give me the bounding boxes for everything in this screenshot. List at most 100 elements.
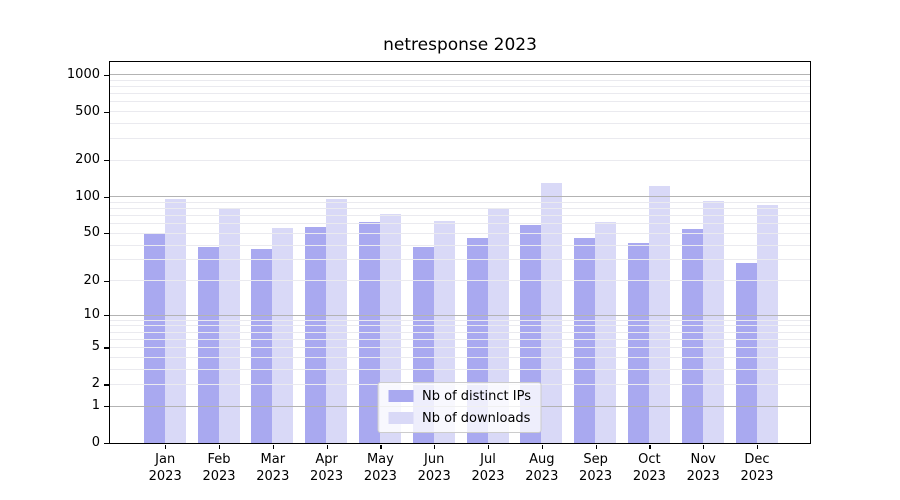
- gridline-9: [109, 319, 810, 321]
- bar-downloads-mar: [272, 227, 294, 443]
- gridline-600: [109, 101, 810, 103]
- gridline-900: [109, 79, 810, 81]
- y-tick-label-100: 100: [75, 188, 100, 204]
- x-tick-year: 2023: [471, 468, 505, 484]
- x-tick-year: 2023: [256, 468, 290, 484]
- x-tick-mark-dec: [757, 444, 759, 449]
- gridline-10: [109, 314, 810, 316]
- x-tick-label-may: May 2023: [353, 452, 407, 485]
- x-tick-year: 2023: [686, 468, 720, 484]
- bar-distinct-ips-oct: [627, 243, 649, 443]
- bar-distinct-ips-dec: [735, 262, 757, 443]
- x-tick-mark-nov: [703, 444, 705, 449]
- y-tick-mark-5: [104, 347, 109, 349]
- x-tick-month: Jun: [424, 452, 445, 467]
- y-tick-label-50: 50: [83, 225, 100, 241]
- grid-layer: [109, 62, 810, 443]
- gridline-700: [109, 93, 810, 94]
- bar-downloads-dec: [756, 204, 778, 443]
- gridline-800: [109, 85, 810, 87]
- y-tick-label-500: 500: [75, 103, 100, 119]
- x-tick-label-mar: Mar 2023: [246, 452, 300, 485]
- gridline-70: [109, 215, 810, 217]
- x-tick-mark-aug: [541, 444, 543, 449]
- y-tick-label-0: 0: [91, 435, 100, 450]
- x-tick-mark-may: [380, 444, 382, 449]
- x-tick-month: Dec: [744, 452, 770, 467]
- x-tick-mark-sep: [595, 444, 597, 449]
- y-tick-mark-100: [104, 196, 109, 199]
- x-tick-mark-apr: [326, 444, 328, 449]
- y-tick-label-20: 20: [83, 272, 100, 288]
- x-tick-year: 2023: [740, 468, 774, 484]
- x-tick-mark-mar: [272, 444, 274, 449]
- y-tick-label-10: 10: [83, 307, 100, 323]
- x-tick-month: Mar: [260, 452, 286, 467]
- x-tick-label-aug: Aug 2023: [515, 452, 569, 485]
- legend-row-downloads: Nb of downloads: [388, 411, 531, 426]
- bar-distinct-ips-jan: [143, 233, 165, 443]
- gridline-100: [109, 196, 810, 198]
- x-tick-label-dec: Dec 2023: [730, 452, 784, 485]
- y-tick-mark-2: [104, 384, 109, 386]
- legend-label-distinct-ips: Nb of distinct IPs: [422, 388, 531, 404]
- x-tick-month: Oct: [638, 452, 661, 467]
- x-tick-label-jun: Jun 2023: [407, 452, 461, 485]
- x-tick-label-apr: Apr 2023: [300, 452, 354, 485]
- gridline-50: [109, 232, 810, 234]
- gridline-60: [109, 223, 810, 225]
- x-tick-year: 2023: [202, 468, 236, 484]
- x-tick-month: Aug: [529, 452, 555, 467]
- y-tick-label-200: 200: [75, 152, 100, 168]
- bar-distinct-ips-feb: [197, 247, 219, 443]
- chart-title: netresponse 2023: [383, 35, 537, 55]
- legend-swatch-downloads: [388, 412, 414, 424]
- gridline-1000: [109, 74, 810, 75]
- bar-distinct-ips-mar: [251, 248, 273, 443]
- x-tick-year: 2023: [363, 468, 397, 484]
- plot-area: Nb of distinct IPs Nb of downloads: [108, 60, 811, 444]
- x-tick-month: Feb: [207, 452, 231, 467]
- x-tick-month: Jan: [155, 452, 176, 467]
- gridline-4: [109, 356, 810, 358]
- y-tick-mark-500: [104, 111, 109, 113]
- x-tick-label-jul: Jul 2023: [461, 452, 515, 485]
- gridline-8: [109, 325, 810, 327]
- x-tick-year: 2023: [148, 468, 182, 484]
- x-tick-mark-jun: [434, 444, 436, 449]
- x-tick-month: May: [366, 452, 394, 467]
- legend: Nb of distinct IPs Nb of downloads: [377, 381, 542, 433]
- gridline-7: [109, 331, 810, 333]
- bar-downloads-aug: [541, 183, 563, 443]
- gridline-200: [109, 159, 810, 161]
- x-tick-year: 2023: [417, 468, 451, 484]
- y-tick-mark-50: [104, 233, 109, 235]
- x-tick-year: 2023: [632, 468, 666, 484]
- y-tick-mark-1000: [104, 74, 109, 76]
- gridline-500: [109, 111, 810, 112]
- x-tick-label-sep: Sep 2023: [569, 452, 623, 485]
- gridline-40: [109, 244, 810, 246]
- gridline-90: [109, 201, 810, 203]
- x-tick-label-oct: Oct 2023: [622, 452, 676, 485]
- x-tick-label-feb: Feb 2023: [192, 452, 246, 485]
- x-tick-month: Nov: [690, 452, 716, 467]
- y-tick-mark-0: [104, 443, 109, 445]
- x-tick-mark-oct: [649, 444, 651, 449]
- gridline-80: [109, 208, 810, 210]
- x-tick-year: 2023: [579, 468, 613, 484]
- y-tick-mark-1: [104, 406, 109, 408]
- y-tick-label-5: 5: [91, 339, 100, 355]
- gridline-400: [109, 122, 810, 124]
- x-tick-year: 2023: [525, 468, 559, 484]
- bar-distinct-ips-sep: [574, 238, 596, 443]
- y-tick-label-1000: 1000: [66, 66, 100, 82]
- legend-label-downloads: Nb of downloads: [422, 410, 531, 426]
- gridline-3: [109, 368, 810, 370]
- gridline-20: [109, 280, 810, 282]
- bar-downloads-nov: [702, 200, 724, 443]
- x-tick-year: 2023: [310, 468, 344, 484]
- y-tick-label-1: 1: [91, 398, 100, 413]
- bar-downloads-oct: [648, 185, 670, 443]
